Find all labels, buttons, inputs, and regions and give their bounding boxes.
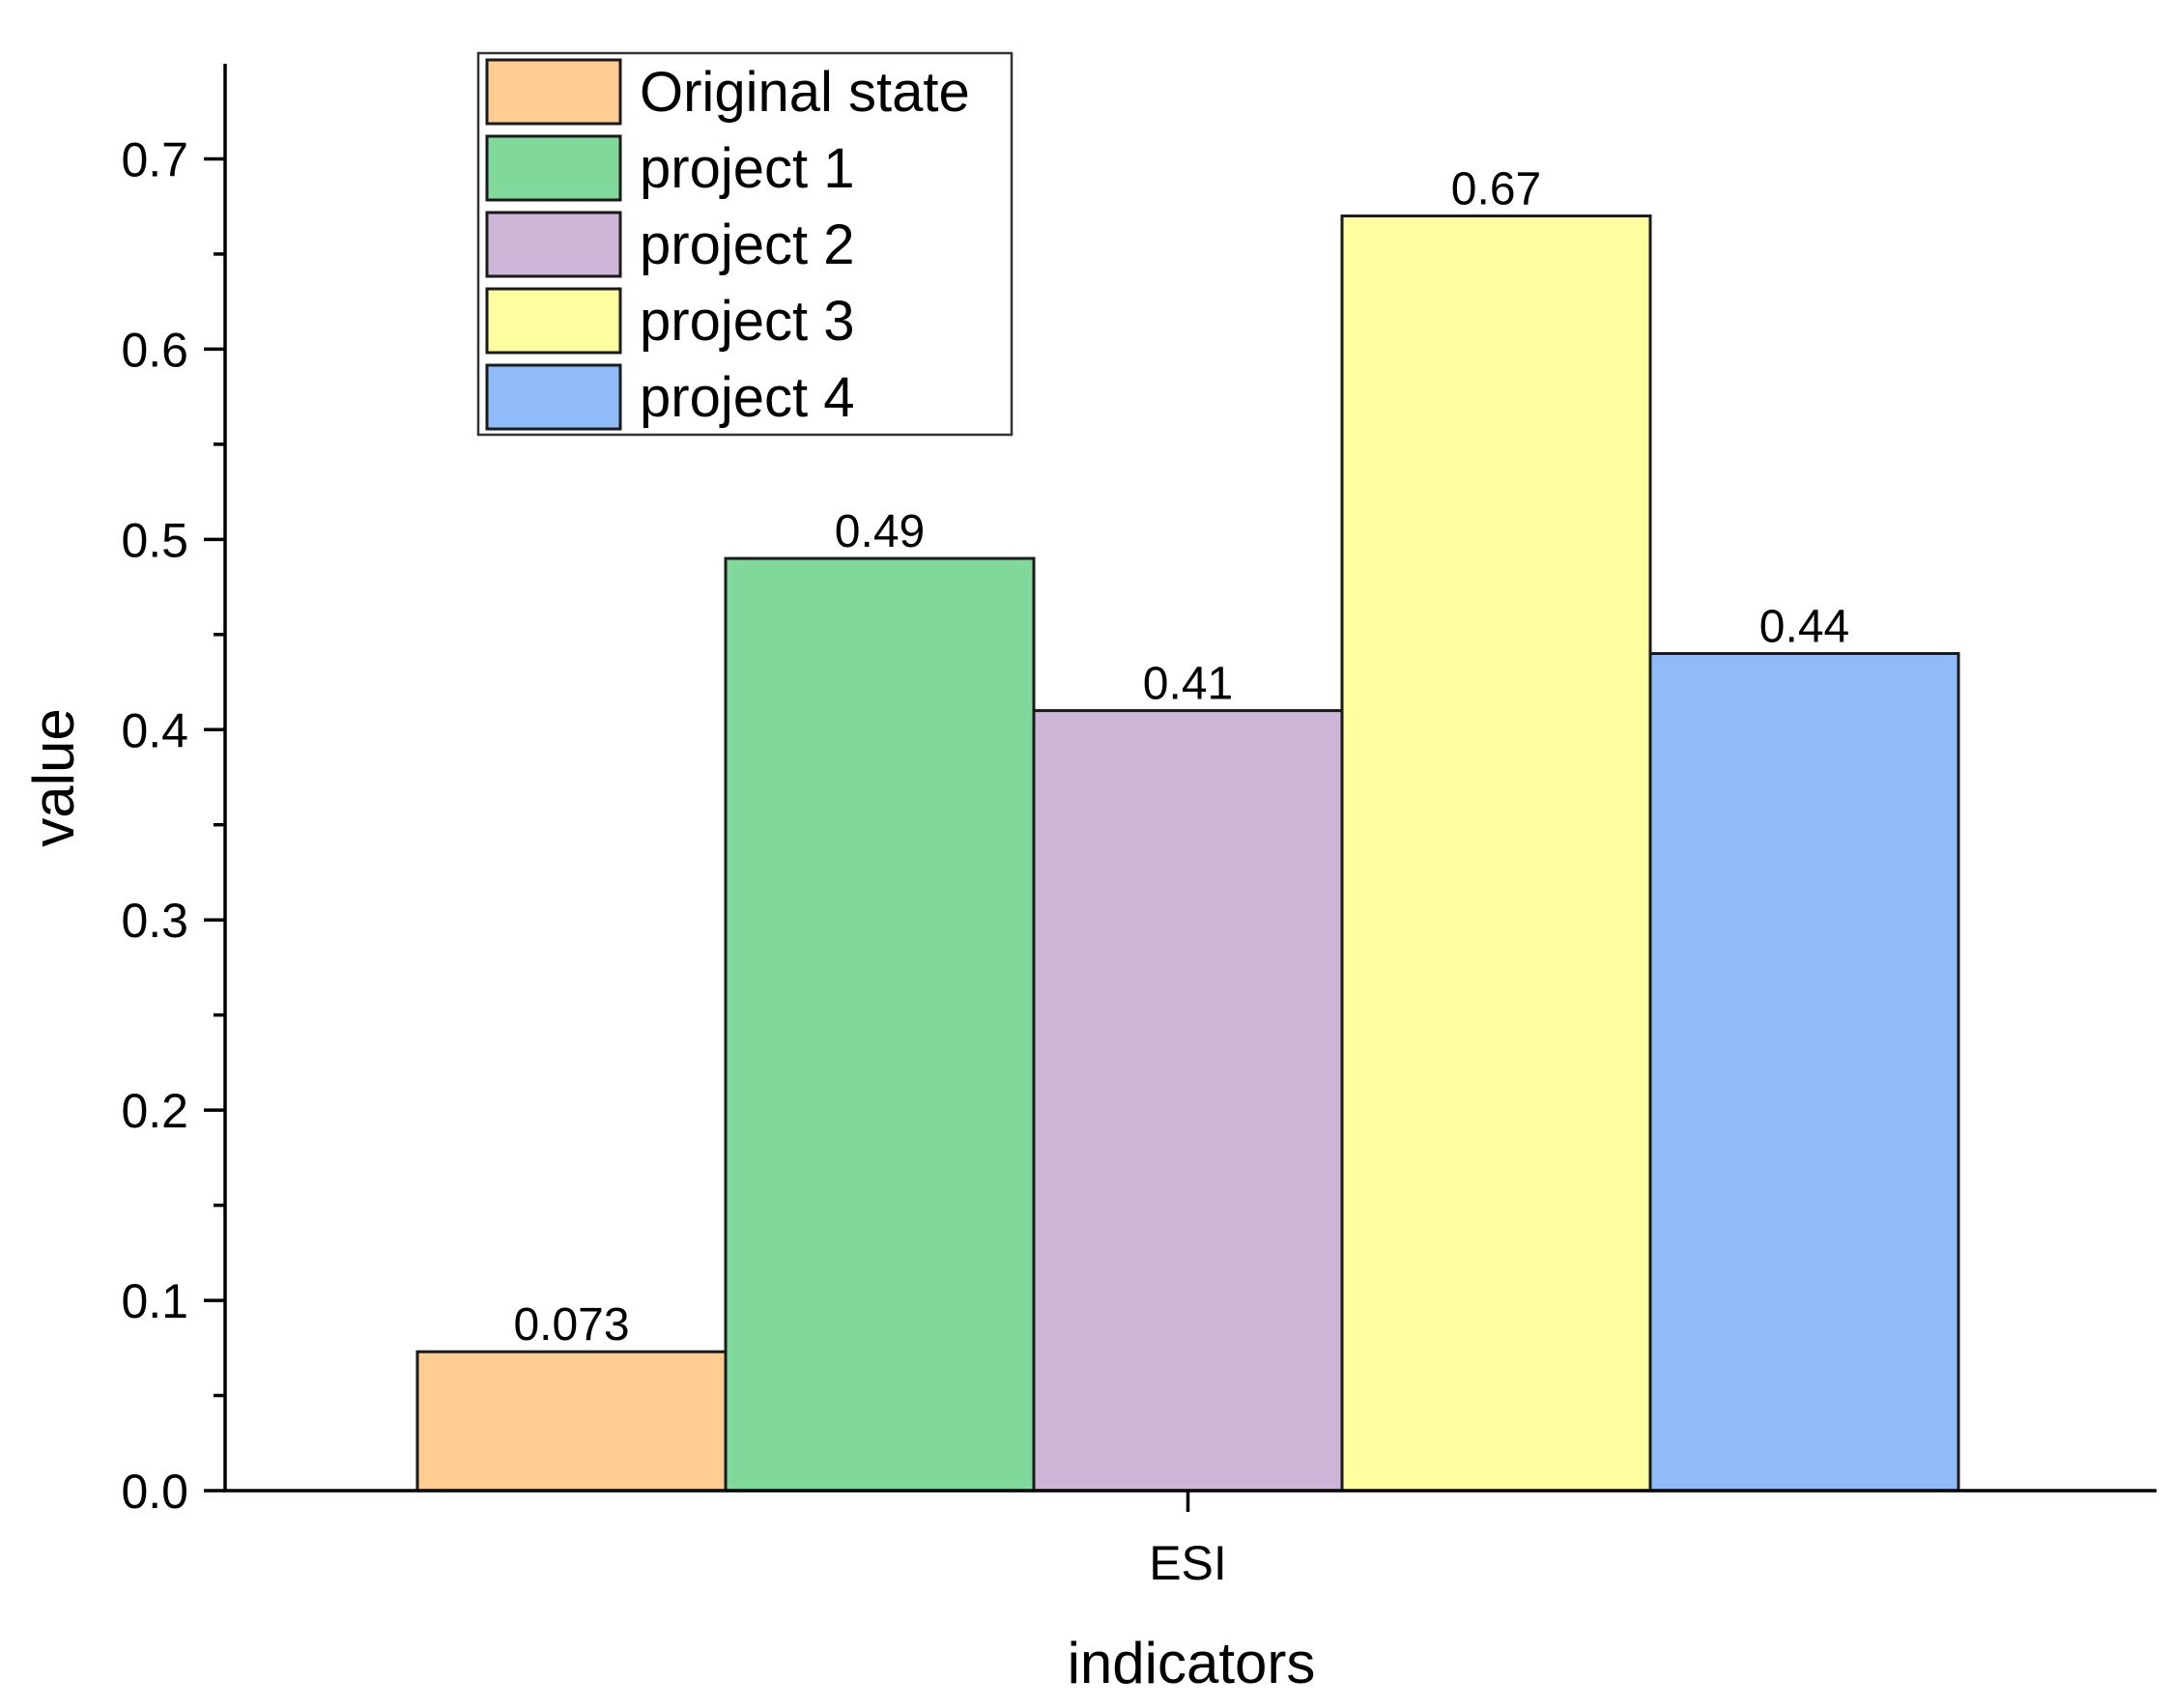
bars-layer xyxy=(415,214,1960,1493)
data-labels-layer: 0.073 0.49 0.41 0.67 0.44 xyxy=(513,164,1849,1352)
y-tick-label: 0.6 xyxy=(121,323,188,377)
data-label: 0.67 xyxy=(1451,164,1541,215)
y-tick-label: 0.0 xyxy=(121,1465,188,1519)
legend-label: project 4 xyxy=(640,366,854,429)
legend: Original state project 1 project 2 project … xyxy=(476,51,1014,437)
x-ticks-layer: ESI xyxy=(1149,1491,1227,1590)
bar-project-4 xyxy=(1648,651,1960,1493)
y-axis-title: value xyxy=(21,708,86,846)
data-label: 0.073 xyxy=(513,1299,629,1351)
y-tick-label: 0.5 xyxy=(121,513,188,567)
y-tick-label: 0.3 xyxy=(121,894,188,948)
legend-swatch xyxy=(485,58,622,126)
legend-label: Original state xyxy=(640,61,970,124)
data-label: 0.44 xyxy=(1759,601,1849,652)
data-label: 0.41 xyxy=(1143,659,1233,710)
bar-original-state xyxy=(415,1350,728,1493)
y-tick-label: 0.2 xyxy=(121,1084,188,1138)
legend-swatch xyxy=(485,134,622,202)
axes-layer xyxy=(223,64,2157,1493)
legend-swatch xyxy=(485,287,622,355)
legend-label: project 1 xyxy=(640,137,854,200)
x-axis-title: indicators xyxy=(1068,1631,1316,1695)
legend-swatch xyxy=(485,363,622,431)
legend-swatch xyxy=(485,211,622,278)
y-ticks-layer: 0.0 0.1 0.2 0.3 0.4 0.5 0.6 0.7 xyxy=(121,132,225,1519)
x-tick-label: ESI xyxy=(1149,1536,1227,1590)
legend-label: project 3 xyxy=(640,290,854,353)
bar-project-1 xyxy=(724,556,1036,1493)
legend-label: project 2 xyxy=(640,214,854,276)
y-tick-label: 0.7 xyxy=(121,132,188,186)
data-label: 0.49 xyxy=(835,506,925,557)
y-tick-label: 0.4 xyxy=(121,703,188,757)
bar-project-2 xyxy=(1032,709,1344,1493)
y-tick-label: 0.1 xyxy=(121,1274,188,1328)
bar-project-3 xyxy=(1340,214,1652,1493)
